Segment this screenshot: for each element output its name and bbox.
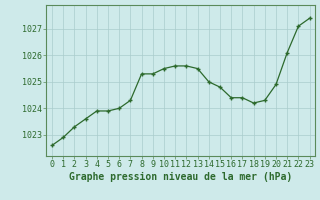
X-axis label: Graphe pression niveau de la mer (hPa): Graphe pression niveau de la mer (hPa) <box>69 172 292 182</box>
